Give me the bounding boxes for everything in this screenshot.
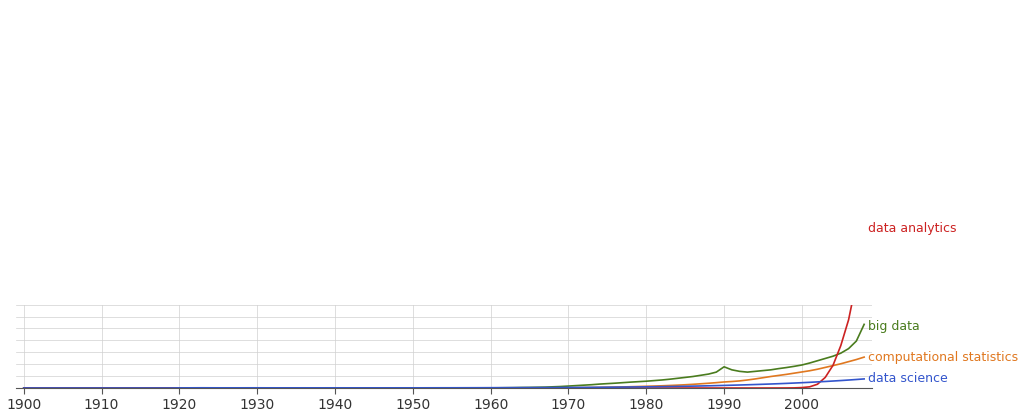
Text: computational statistics: computational statistics <box>868 351 1018 364</box>
Text: big data: big data <box>868 320 920 333</box>
Text: data analytics: data analytics <box>868 222 956 235</box>
Text: data science: data science <box>868 372 948 385</box>
